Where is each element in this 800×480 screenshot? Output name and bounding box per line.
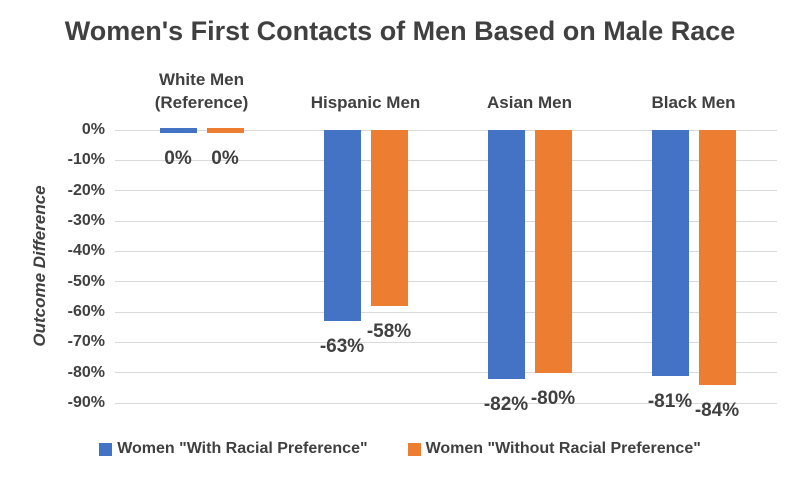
category-label-line: Hispanic Men	[310, 93, 421, 112]
y-tick-label: -60%	[67, 303, 105, 320]
category-label-line: Asian Men	[486, 93, 573, 112]
bar	[534, 130, 572, 373]
bar-data-label: -82%	[483, 393, 529, 415]
y-tick-label: -30%	[67, 212, 105, 229]
bar	[370, 130, 408, 306]
legend-label: Women "With Racial Preference"	[117, 440, 368, 457]
y-tick-label: 0%	[81, 121, 105, 138]
legend-swatch-icon	[407, 442, 421, 456]
category-label-line: White Men	[159, 70, 244, 89]
bar	[487, 130, 525, 379]
legend-item: Women "Without Racial Preference"	[407, 440, 701, 458]
bar-data-label: -63%	[319, 336, 365, 358]
bar-data-label: 0%	[164, 148, 192, 169]
gridline	[115, 129, 777, 131]
gridline	[115, 250, 777, 252]
bar	[698, 130, 736, 385]
y-tick-label: -50%	[67, 272, 105, 290]
bar	[206, 128, 244, 133]
gridline	[115, 220, 777, 222]
bar-data-label: 0%	[211, 148, 239, 169]
gridline	[115, 402, 777, 404]
category-label-line: (Reference)	[154, 93, 249, 112]
category-label-line: Black Men	[651, 93, 736, 112]
bar-data-label: -58%	[366, 320, 412, 342]
gridline	[115, 341, 777, 343]
bar-data-label: -81%	[647, 390, 693, 412]
bar	[651, 130, 689, 376]
legend: Women "With Racial Preference" Women "Wit…	[0, 440, 800, 458]
gridline	[115, 281, 777, 283]
gridline	[115, 372, 777, 374]
y-tick-label: -40%	[67, 242, 105, 260]
category-label: Black Men	[609, 91, 779, 114]
y-tick-label: -80%	[67, 363, 105, 381]
gridline	[115, 159, 777, 161]
y-tick-label: -10%	[67, 151, 105, 169]
bar	[159, 128, 197, 133]
bar-data-label: -80%	[530, 387, 576, 409]
category-label: Hispanic Men	[281, 91, 451, 114]
bar	[323, 130, 361, 322]
legend-swatch-icon	[99, 442, 113, 456]
y-tick-label: -90%	[67, 394, 105, 411]
legend-item: Women "With Racial Preference"	[99, 440, 368, 458]
legend-label: Women "Without Racial Preference"	[425, 440, 701, 457]
chart-title: Women's First Contacts of Men Based on M…	[64, 16, 736, 46]
gridline	[115, 190, 777, 192]
y-tick-label: -70%	[67, 333, 105, 351]
gridline	[115, 311, 777, 313]
bar-data-label: -84%	[694, 399, 740, 421]
category-label: White Men (Reference)	[117, 68, 287, 114]
category-label: Asian Men	[445, 91, 615, 114]
y-tick-label: -20%	[67, 181, 105, 199]
